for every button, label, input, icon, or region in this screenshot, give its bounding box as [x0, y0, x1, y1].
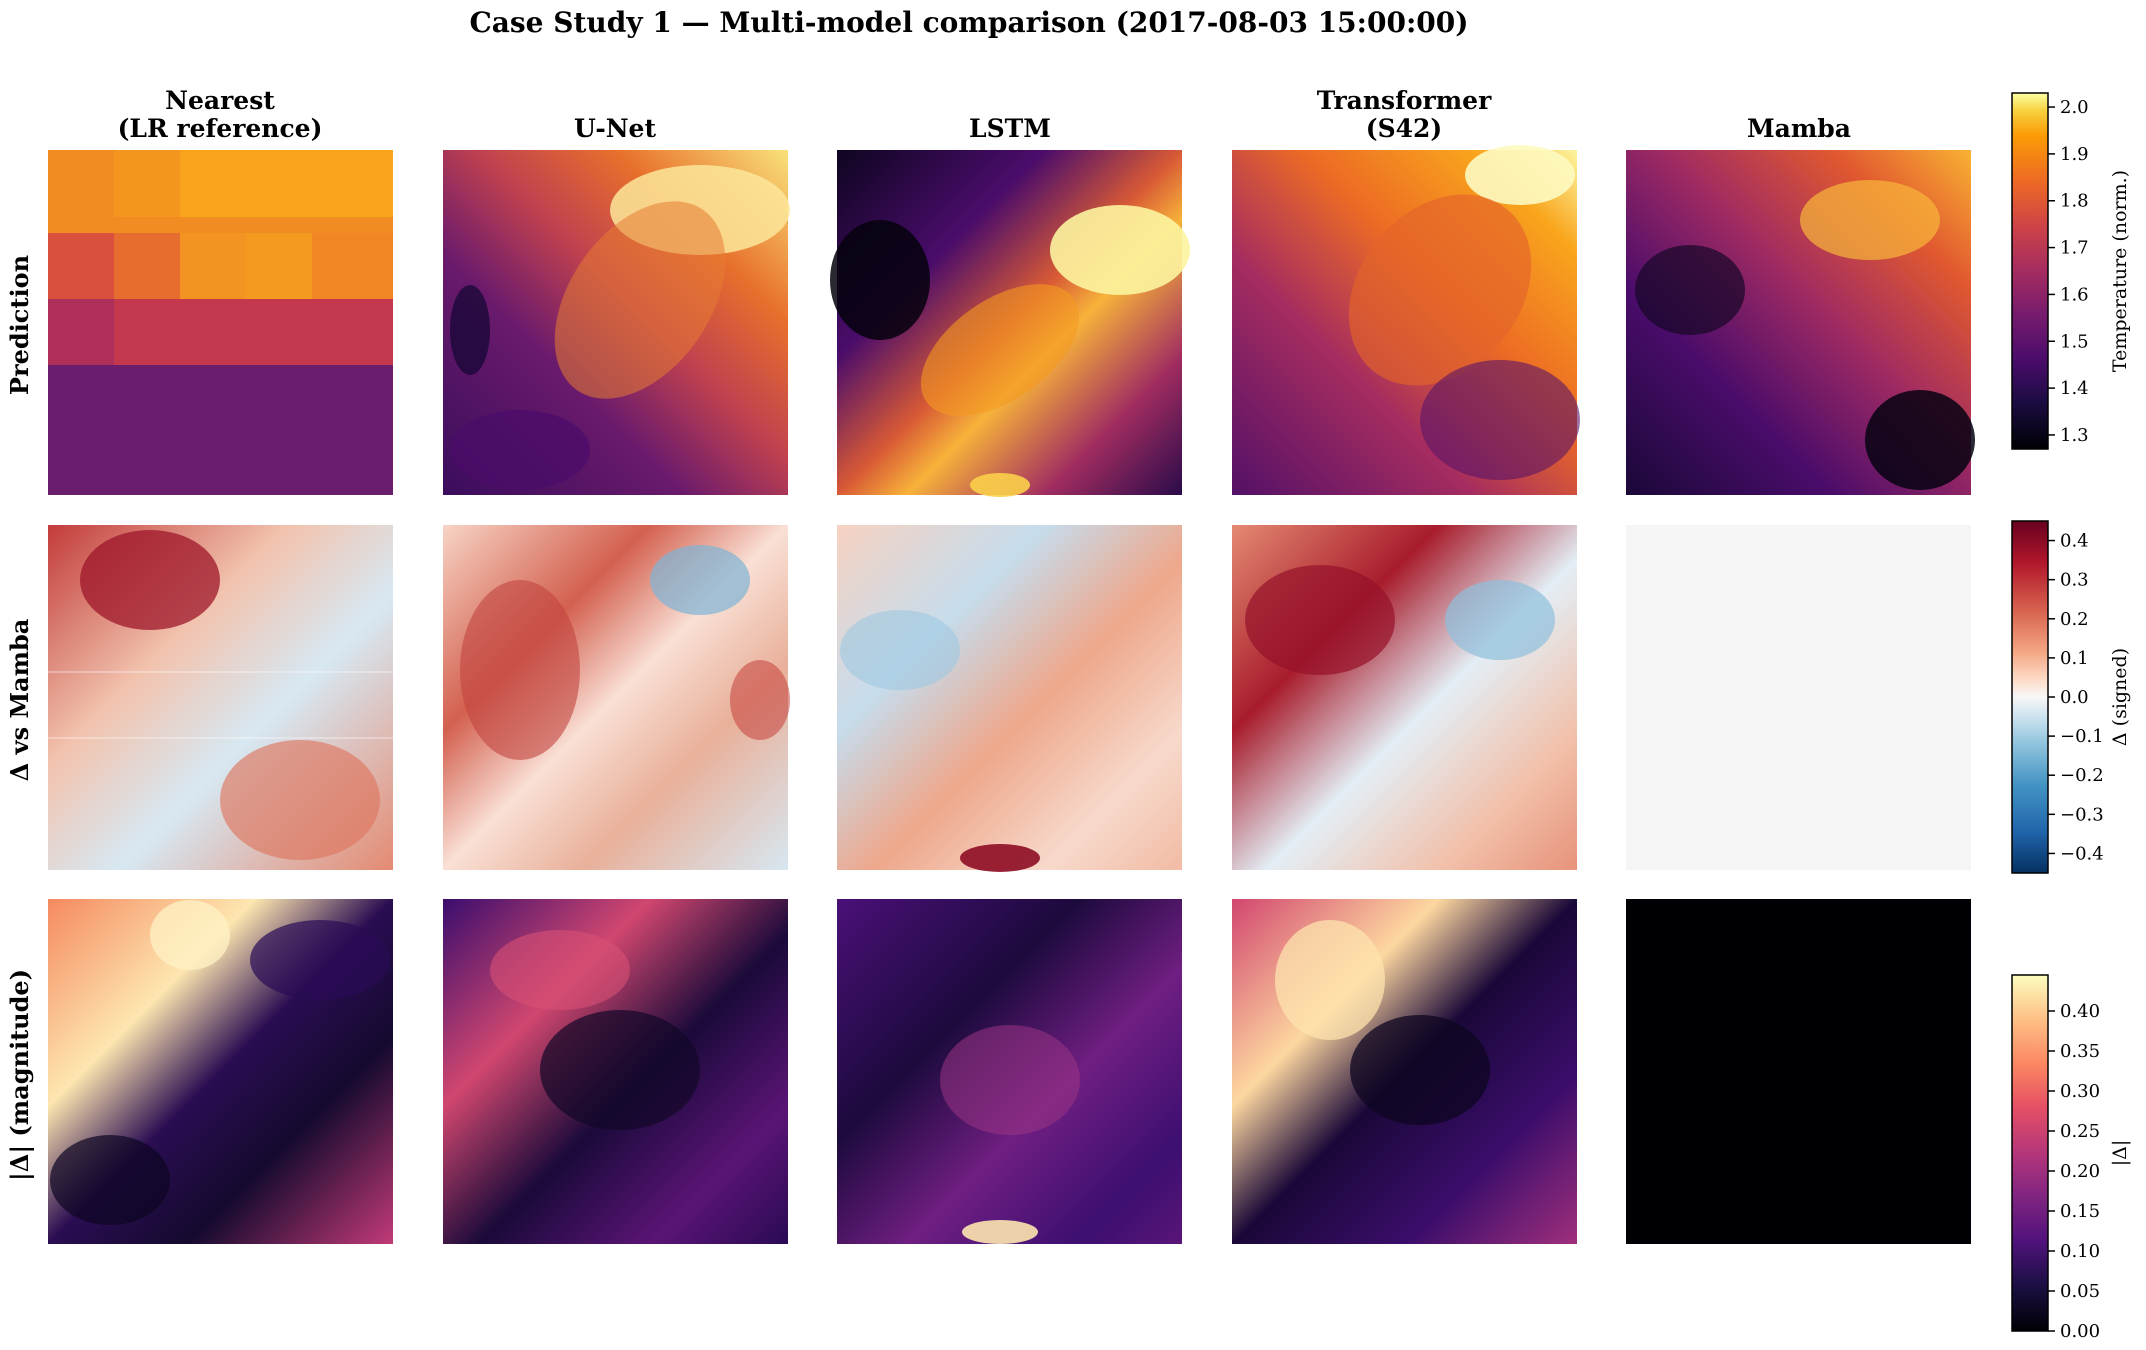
- colorbar-temperature: 1.3 1.4 1.5 1.6 1.7 1.8 1.9 2.0 Temperature (no…: [2011, 92, 2131, 450]
- colorbar-tick-label: 0.40: [2060, 1001, 2100, 1022]
- colorbar-tick-label: 0.4: [2060, 531, 2089, 552]
- colorbar-tick-label: 0.30: [2060, 1081, 2100, 1102]
- colorbar-tick-label: 0.15: [2060, 1201, 2100, 1222]
- column-titles: Nearest (LR reference) U-Net LSTM Transfo…: [118, 86, 1851, 143]
- colorbar-tick-label: 0.0: [2060, 687, 2089, 708]
- colorbar-tick-label: 1.7: [2060, 238, 2089, 259]
- row-label-delta: Δ vs Mamba: [5, 619, 34, 782]
- panel-abs-delta-transformer: [1232, 899, 1577, 1244]
- colorbar-tick-label: 0.3: [2060, 570, 2089, 591]
- panel-prediction-transformer: [1232, 145, 1580, 495]
- colorbar-tick-label: 1.6: [2060, 284, 2089, 305]
- panel-prediction-lstm: [830, 150, 1190, 497]
- colorbar-abs-delta: 0.00 0.05 0.10 0.15 0.20 0.25 0.30 0.35 0.40 |Δ|: [2011, 974, 2131, 1342]
- colorbar-tick-label: −0.4: [2060, 843, 2104, 864]
- column-title-transformer: Transformer (S42): [1317, 86, 1492, 143]
- panel-delta-transformer: [1232, 525, 1577, 870]
- colorbar-tick-label: 0.20: [2060, 1161, 2100, 1182]
- colorbar-delta: −0.4 −0.3 −0.2 −0.1 0.0 0.1 0.2 0.3 0.4 Δ (signe…: [2011, 520, 2131, 874]
- colorbar-delta-label: Δ (signed): [2109, 648, 2131, 746]
- panel-prediction-unet: [443, 150, 790, 495]
- colorbar-tick-label: −0.2: [2060, 765, 2104, 786]
- colorbar-tick-label: −0.1: [2060, 726, 2104, 747]
- colorbar-tick-label: 1.8: [2060, 191, 2089, 212]
- colorbar-tick-label: 1.3: [2060, 425, 2089, 446]
- panel-prediction-nearest: [48, 150, 393, 495]
- colorbar-tick-label: 0.00: [2060, 1321, 2100, 1342]
- colorbar-abs-delta-label: |Δ|: [2109, 1140, 2131, 1167]
- colorbar-delta-ticks: −0.4 −0.3 −0.2 −0.1 0.0 0.1 0.2 0.3 0.4: [2048, 531, 2104, 864]
- row-label-prediction: Prediction: [5, 255, 34, 395]
- colorbar-tick-label: 1.9: [2060, 144, 2089, 165]
- figure-title: Case Study 1 — Multi-model comparison (2…: [469, 6, 1468, 39]
- colorbar-tick-label: 2.0: [2060, 97, 2089, 118]
- colorbar-tick-label: 1.4: [2060, 378, 2089, 399]
- panel-abs-delta-nearest: [48, 899, 393, 1244]
- colorbar-tick-label: −0.3: [2060, 804, 2104, 825]
- colorbar-tick-label: 0.1: [2060, 648, 2089, 669]
- row-label-abs-delta: |Δ| (magnitude): [5, 969, 34, 1181]
- colorbar-tick-label: 0.35: [2060, 1041, 2100, 1062]
- colorbar-tick-label: 0.2: [2060, 609, 2089, 630]
- colorbar-tick-label: 1.5: [2060, 331, 2089, 352]
- panel-delta-mamba: [1626, 525, 1971, 870]
- column-title-lstm: LSTM: [969, 114, 1051, 143]
- panel-abs-delta-lstm: [837, 899, 1182, 1244]
- colorbar-temperature-ticks: 1.3 1.4 1.5 1.6 1.7 1.8 1.9 2.0: [2048, 97, 2089, 446]
- colorbar-tick-label: 0.10: [2060, 1241, 2100, 1262]
- colorbar-tick-label: 0.25: [2060, 1121, 2100, 1142]
- panel-delta-nearest: [48, 525, 393, 870]
- column-title-nearest: Nearest (LR reference): [118, 86, 323, 143]
- colorbar-tick-label: 0.05: [2060, 1281, 2100, 1302]
- panel-delta-unet: [443, 525, 790, 870]
- column-title-unet: U-Net: [574, 114, 656, 143]
- column-title-mamba: Mamba: [1747, 114, 1851, 143]
- panel-prediction-mamba: [1626, 150, 1975, 495]
- panel-delta-lstm: [837, 525, 1182, 872]
- row-labels: Prediction Δ vs Mamba |Δ| (magnitude): [5, 255, 34, 1181]
- panel-abs-delta-mamba: [1626, 899, 1971, 1244]
- panel-abs-delta-unet: [443, 899, 788, 1244]
- colorbar-temperature-label: Temperature (norm.): [2109, 170, 2131, 372]
- colorbar-abs-delta-ticks: 0.00 0.05 0.10 0.15 0.20 0.25 0.30 0.35 0.40: [2048, 1001, 2100, 1342]
